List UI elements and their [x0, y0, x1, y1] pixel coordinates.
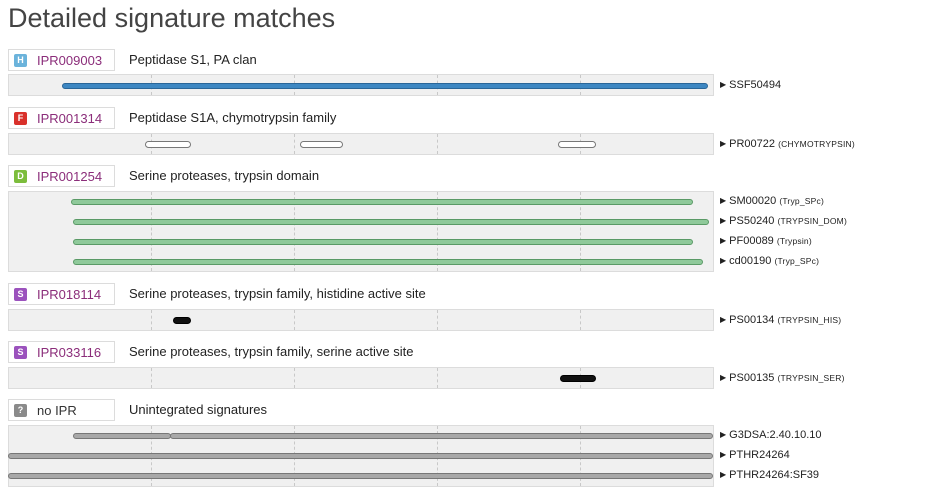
ipr-link-box[interactable]: S IPR018114: [8, 283, 115, 305]
signature-label[interactable]: ▶ PTHR24264:SF39: [720, 469, 819, 482]
match-bar[interactable]: [73, 259, 703, 265]
signature-name: (TRYPSIN_SER): [777, 373, 845, 383]
signature-label[interactable]: ▶ PS00135 (TRYPSIN_SER): [720, 372, 845, 385]
ipr-link[interactable]: IPR001314: [37, 111, 103, 126]
signature-name: (TRYPSIN_DOM): [777, 216, 847, 226]
match-bar[interactable]: [173, 317, 191, 324]
play-arrow-icon: ▶: [720, 256, 727, 265]
entry-name: Serine proteases, trypsin family, serine…: [129, 344, 414, 359]
site-icon: S: [14, 288, 27, 301]
play-arrow-icon: ▶: [720, 470, 727, 479]
match-bar[interactable]: [73, 239, 693, 245]
signature-label[interactable]: ▶ PS50240 (TRYPSIN_DOM): [720, 215, 847, 228]
signature-id[interactable]: cd00190: [729, 255, 772, 267]
signature-name: (TRYPSIN_HIS): [777, 315, 842, 325]
signature-id[interactable]: PS50240: [729, 215, 775, 227]
entry-name: Unintegrated signatures: [129, 402, 268, 417]
match-bar[interactable]: [560, 375, 596, 382]
match-bar[interactable]: [73, 219, 709, 225]
match-bar[interactable]: [170, 433, 713, 439]
no-ipr-label: no IPR: [37, 403, 77, 418]
ipr-link-box: ? no IPR: [8, 399, 115, 421]
play-arrow-icon: ▶: [720, 450, 727, 459]
signature-id[interactable]: PS00134: [729, 314, 775, 326]
match-bar[interactable]: [8, 473, 713, 479]
ipr-link[interactable]: IPR009003: [37, 53, 103, 68]
signature-id[interactable]: PTHR24264:SF39: [729, 469, 820, 481]
signature-label[interactable]: ▶ PR00722 (CHYMOTRYPSIN): [720, 138, 855, 151]
match-track: [8, 309, 714, 331]
play-arrow-icon: ▶: [720, 216, 727, 225]
entry-name: Peptidase S1A, chymotrypsin family: [129, 110, 337, 125]
signature-name: (Trypsin): [776, 236, 812, 246]
unintegrated-icon: ?: [14, 404, 27, 417]
signature-label[interactable]: ▶ SSF50494: [720, 79, 781, 92]
play-arrow-icon: ▶: [720, 430, 727, 439]
signature-label[interactable]: ▶ PF00089 (Trypsin): [720, 235, 812, 248]
signature-label[interactable]: ▶ G3DSA:2.40.10.10: [720, 429, 822, 442]
signature-id[interactable]: PR00722: [729, 138, 776, 150]
play-arrow-icon: ▶: [720, 80, 727, 89]
family-icon: F: [14, 112, 27, 125]
match-bar[interactable]: [300, 141, 343, 148]
ipr-link-box[interactable]: D IPR001254: [8, 165, 115, 187]
match-bar[interactable]: [73, 433, 171, 439]
signature-id[interactable]: SSF50494: [729, 79, 782, 91]
ipr-link[interactable]: IPR033116: [37, 345, 102, 360]
signature-id[interactable]: PF00089: [729, 235, 774, 247]
signature-label[interactable]: ▶ PTHR24264: [720, 449, 790, 462]
signature-id[interactable]: PS00135: [729, 372, 775, 384]
signature-name: (CHYMOTRYPSIN): [778, 139, 855, 149]
match-track: [8, 425, 714, 487]
homologous-superfamily-icon: H: [14, 54, 27, 67]
entry-name: Peptidase S1, PA clan: [129, 52, 257, 67]
ipr-link-box[interactable]: S IPR033116: [8, 341, 115, 363]
match-bar[interactable]: [558, 141, 596, 148]
play-arrow-icon: ▶: [720, 236, 727, 245]
match-bar[interactable]: [62, 83, 708, 89]
entry-name: Serine proteases, trypsin family, histid…: [129, 286, 426, 301]
domain-icon: D: [14, 170, 27, 183]
signature-name: (Tryp_SPc): [779, 196, 824, 206]
match-bar[interactable]: [145, 141, 191, 148]
play-arrow-icon: ▶: [720, 196, 727, 205]
signature-id[interactable]: PTHR24264: [729, 449, 790, 461]
play-arrow-icon: ▶: [720, 373, 727, 382]
match-bar[interactable]: [8, 453, 713, 459]
match-track: [8, 133, 714, 155]
signature-id[interactable]: G3DSA:2.40.10.10: [729, 429, 822, 441]
signature-name: (Tryp_SPc): [774, 256, 820, 266]
page-title: Detailed signature matches: [8, 3, 336, 33]
play-arrow-icon: ▶: [720, 315, 727, 324]
match-track: [8, 74, 714, 96]
ipr-link[interactable]: IPR001254: [37, 169, 103, 184]
match-bar[interactable]: [71, 199, 693, 205]
ipr-link-box[interactable]: H IPR009003: [8, 49, 115, 71]
signature-label[interactable]: ▶ SM00020 (Tryp_SPc): [720, 195, 824, 208]
signature-label[interactable]: ▶ PS00134 (TRYPSIN_HIS): [720, 314, 841, 327]
signature-label[interactable]: ▶ cd00190 (Tryp_SPc): [720, 255, 819, 268]
site-icon: S: [14, 346, 27, 359]
ipr-link-box[interactable]: F IPR001314: [8, 107, 115, 129]
play-arrow-icon: ▶: [720, 139, 727, 148]
match-track: [8, 191, 714, 272]
signature-id[interactable]: SM00020: [729, 195, 777, 207]
match-track: [8, 367, 714, 389]
ipr-link[interactable]: IPR018114: [37, 287, 102, 302]
entry-name: Serine proteases, trypsin domain: [129, 168, 320, 183]
